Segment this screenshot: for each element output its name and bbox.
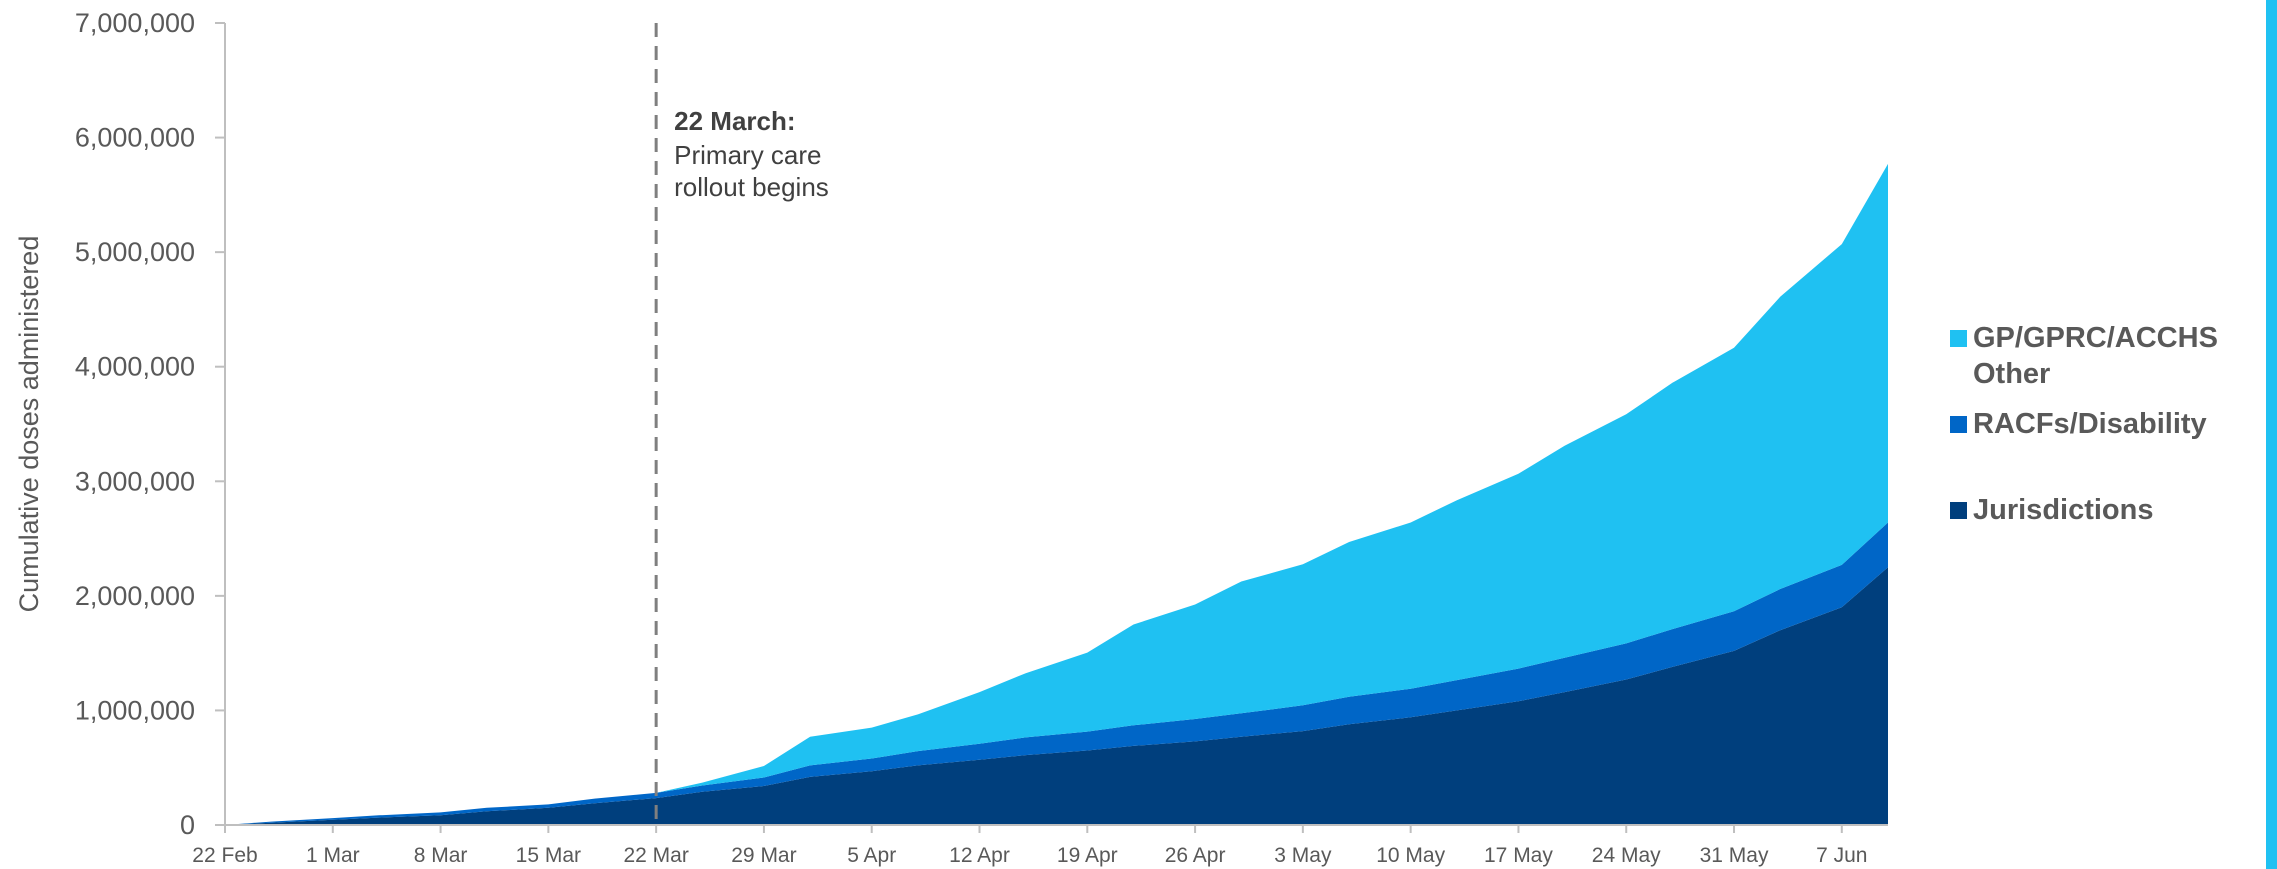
y-tick-label: 7,000,000 bbox=[75, 8, 195, 38]
x-tick-label: 5 Apr bbox=[847, 844, 896, 867]
legend: GP/GPRC/ACCHS Other RACFs/Disability Jurisd… bbox=[1950, 322, 2218, 526]
y-axis-label: Cumulative doses administered bbox=[14, 236, 44, 613]
legend-label: Jurisdictions bbox=[1973, 494, 2154, 526]
y-tick-label: 1,000,000 bbox=[75, 695, 195, 725]
edge-accent-bar bbox=[2266, 0, 2277, 869]
x-tick-label: 29 Mar bbox=[731, 844, 796, 867]
x-tick-label: 7 Jun bbox=[1816, 844, 1867, 867]
x-tick-label: 12 Apr bbox=[949, 844, 1010, 867]
y-tick-label: 2,000,000 bbox=[75, 581, 195, 611]
legend-label: GP/GPRC/ACCHS Other bbox=[1973, 322, 2218, 390]
x-tick-label: 3 May bbox=[1274, 844, 1332, 867]
y-tick-label: 4,000,000 bbox=[75, 352, 195, 382]
x-tick-label: 1 Mar bbox=[306, 844, 360, 867]
x-tick-label: 10 May bbox=[1376, 844, 1445, 867]
y-tick-label: 3,000,000 bbox=[75, 466, 195, 496]
legend-swatch bbox=[1950, 330, 1967, 347]
x-tick-label: 26 Apr bbox=[1165, 844, 1226, 867]
legend-swatch bbox=[1950, 502, 1967, 519]
x-tick-label: 22 Feb bbox=[192, 844, 257, 867]
y-tick-label: 0 bbox=[180, 810, 195, 840]
x-tick-label: 17 May bbox=[1484, 844, 1553, 867]
area-series-group bbox=[225, 163, 1888, 825]
area-series-1 bbox=[225, 522, 1888, 825]
x-tick-label: 19 Apr bbox=[1057, 844, 1118, 867]
x-tick-label: 15 Mar bbox=[516, 844, 581, 867]
x-tick-label: 22 Mar bbox=[623, 844, 688, 867]
annotation-line-1: Primary care bbox=[674, 140, 821, 170]
legend-label: RACFs/Disability bbox=[1973, 408, 2207, 440]
y-tick-label: 5,000,000 bbox=[75, 237, 195, 267]
annotation-title: 22 March: bbox=[674, 106, 795, 136]
x-axis-ticks: 22 Feb 1 Mar 8 Mar 15 Mar 22 Mar 29 Mar 5 Apr 1… bbox=[192, 825, 1867, 867]
x-tick-label: 31 May bbox=[1700, 844, 1769, 867]
area-series-0 bbox=[225, 567, 1888, 825]
area-series-2 bbox=[225, 163, 1888, 825]
x-tick-label: 24 May bbox=[1592, 844, 1661, 867]
y-tick-label: 6,000,000 bbox=[75, 123, 195, 153]
legend-swatch bbox=[1950, 416, 1967, 433]
annotation-line-2: rollout begins bbox=[674, 172, 829, 202]
y-axis-ticks: 0 1,000,000 2,000,000 3,000,000 4,000,000 5,0… bbox=[75, 8, 225, 840]
x-tick-label: 8 Mar bbox=[414, 844, 468, 867]
